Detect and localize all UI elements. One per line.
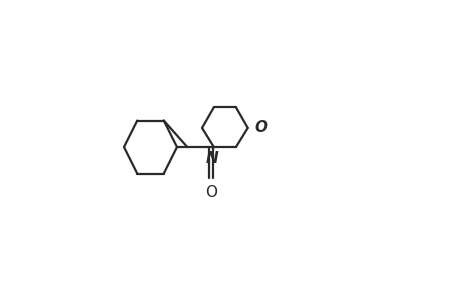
Text: N: N xyxy=(206,151,218,166)
Text: O: O xyxy=(253,120,267,135)
Text: O: O xyxy=(204,185,216,200)
